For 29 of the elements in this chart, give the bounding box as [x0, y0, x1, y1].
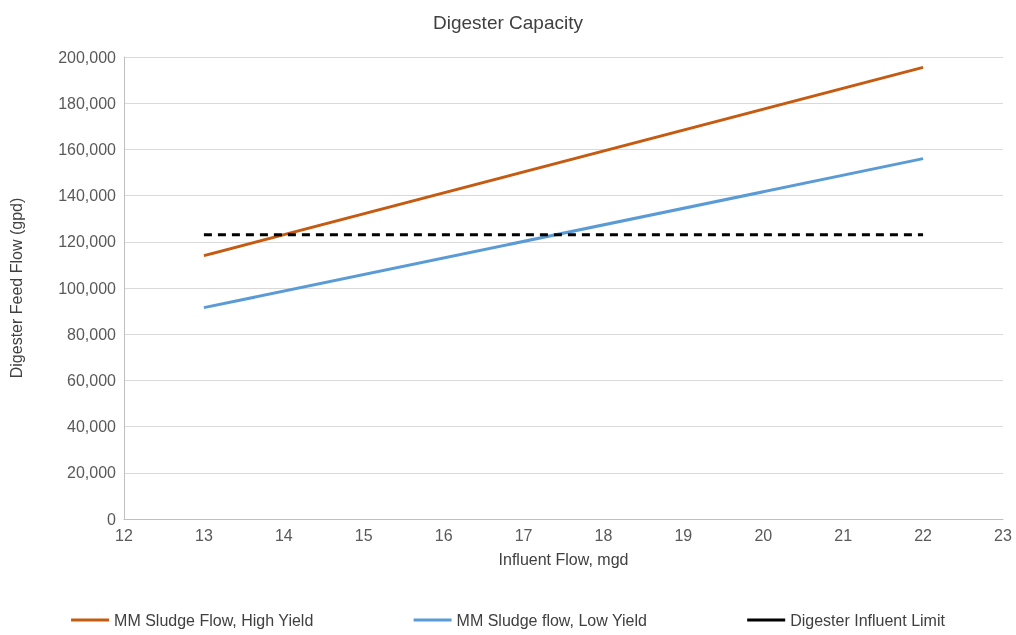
y-tick-label: 120,000 — [58, 233, 117, 251]
y-tick-label: 100,000 — [58, 279, 117, 297]
x-tick-label: 14 — [274, 526, 293, 544]
x-tick-label: 16 — [434, 526, 453, 544]
x-tick-label: 17 — [514, 526, 533, 544]
y-tick-label: 40,000 — [67, 418, 117, 436]
x-tick-label: 19 — [674, 526, 693, 544]
x-tick-label: 18 — [594, 526, 613, 544]
x-tick-label: 13 — [195, 526, 213, 544]
y-tick-label: 200,000 — [58, 48, 117, 66]
x-tick-label: 23 — [994, 526, 1012, 544]
x-axis-title: Influent Flow, mgd — [498, 550, 629, 568]
x-tick-label: 15 — [354, 526, 373, 544]
x-tick-label: 21 — [834, 526, 853, 544]
y-tick-label: 80,000 — [67, 325, 117, 343]
x-tick-label: 22 — [914, 526, 933, 544]
y-tick-label: 160,000 — [58, 140, 117, 158]
y-tick-label: 0 — [107, 510, 117, 528]
y-tick-label: 140,000 — [58, 187, 117, 205]
y-axis-title: Digester Feed Flow (gpd) — [7, 197, 25, 379]
legend-label: MM Sludge Flow, High Yield — [114, 611, 314, 629]
legend-label: Digester Influent Limit — [790, 611, 946, 629]
y-tick-label: 180,000 — [58, 94, 117, 112]
legend-label: MM Sludge flow, Low Yield — [456, 611, 647, 629]
y-tick-label: 20,000 — [67, 464, 117, 482]
x-tick-label: 20 — [754, 526, 773, 544]
chart-title: Digester Capacity — [433, 12, 584, 33]
x-tick-label: 12 — [115, 526, 133, 544]
y-tick-label: 60,000 — [67, 371, 117, 389]
